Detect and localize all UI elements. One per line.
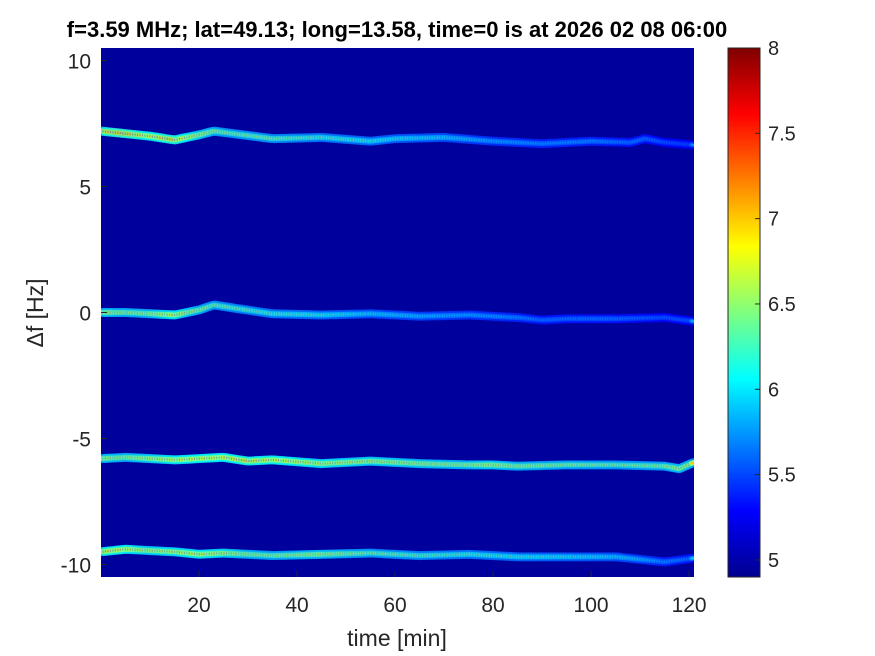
- trace-2: [101, 300, 694, 326]
- trace-1: [101, 126, 694, 150]
- colorbar-tick-label: 6.5: [768, 294, 796, 316]
- x-axis: 20 40 60 80 100 120: [187, 571, 707, 617]
- spectrogram-traces: [101, 126, 694, 567]
- colorbar-tick-label: 7: [768, 209, 779, 231]
- x-axis-label: time [min]: [347, 625, 447, 651]
- x-tick-label: 120: [672, 594, 707, 617]
- trace-3: [101, 452, 694, 474]
- trace-4: [101, 544, 694, 567]
- x-tick-label: 100: [574, 594, 609, 617]
- trace-core-segment: [690, 461, 694, 465]
- y-axis-label: Δf [Hz]: [22, 278, 48, 347]
- y-tick-label: -10: [61, 554, 91, 577]
- colorbar: [727, 47, 761, 578]
- y-axis: 10 5 0 -5 -10: [61, 51, 107, 577]
- x-tick-label: 20: [187, 594, 210, 617]
- colorbar-tick-label: 5: [768, 550, 779, 572]
- y-tick-label: 5: [79, 177, 91, 200]
- x-tick-label: 60: [383, 594, 406, 617]
- chart-title: f=3.59 MHz; lat=49.13; long=13.58, time=…: [67, 17, 727, 42]
- y-tick-label: 0: [79, 303, 91, 326]
- colorbar-tick-label: 5.5: [768, 465, 796, 487]
- colorbar-tick-label: 7.5: [768, 123, 796, 145]
- colorbar-tick-label: 8: [768, 38, 779, 60]
- colorbar-axis: 8 7.5 7 6.5 6 5.5 5: [755, 38, 796, 572]
- colorbar-tick-label: 6: [768, 379, 779, 401]
- x-tick-label: 80: [481, 594, 504, 617]
- x-tick-label: 40: [285, 594, 308, 617]
- y-tick-label: 10: [68, 51, 91, 74]
- y-tick-label: -5: [72, 428, 91, 451]
